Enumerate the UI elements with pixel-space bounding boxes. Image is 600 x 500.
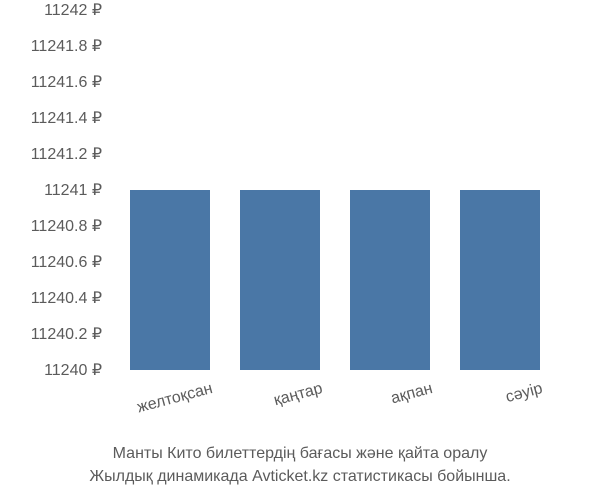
y-tick-label: 11240.2 ₽ [31, 324, 102, 344]
x-tick-label: сәуір [453, 380, 545, 421]
bar [130, 190, 210, 370]
x-tick-label: қаңтар [233, 380, 325, 421]
bar [350, 190, 430, 370]
y-tick-label: 11241 ₽ [44, 180, 102, 200]
y-tick-label: 11240.4 ₽ [31, 288, 102, 308]
y-tick-label: 11240.8 ₽ [31, 216, 102, 236]
y-tick-label: 11241.2 ₽ [31, 144, 102, 164]
y-tick-label: 11241.6 ₽ [31, 72, 102, 92]
y-tick-label: 11241.4 ₽ [31, 108, 102, 128]
price-chart: 11242 ₽11241.8 ₽11241.6 ₽11241.4 ₽11241.… [0, 10, 600, 430]
y-tick-label: 11240.6 ₽ [31, 252, 102, 272]
y-tick-label: 11241.8 ₽ [31, 36, 102, 56]
caption-line-1: Манты Кито билеттердің бағасы және қайта… [0, 443, 600, 465]
y-tick-label: 11240 ₽ [44, 360, 102, 380]
bar [460, 190, 540, 370]
y-tick-label: 11242 ₽ [44, 0, 102, 20]
plot-area [110, 10, 580, 370]
chart-caption: Манты Кито билеттердің бағасы және қайта… [0, 443, 600, 488]
x-tick-label: желтоқсан [123, 380, 215, 421]
bar [240, 190, 320, 370]
x-tick-label: ақпан [343, 380, 435, 421]
caption-line-2: Жылдық динамикада Avticket.kz статистика… [0, 466, 600, 488]
